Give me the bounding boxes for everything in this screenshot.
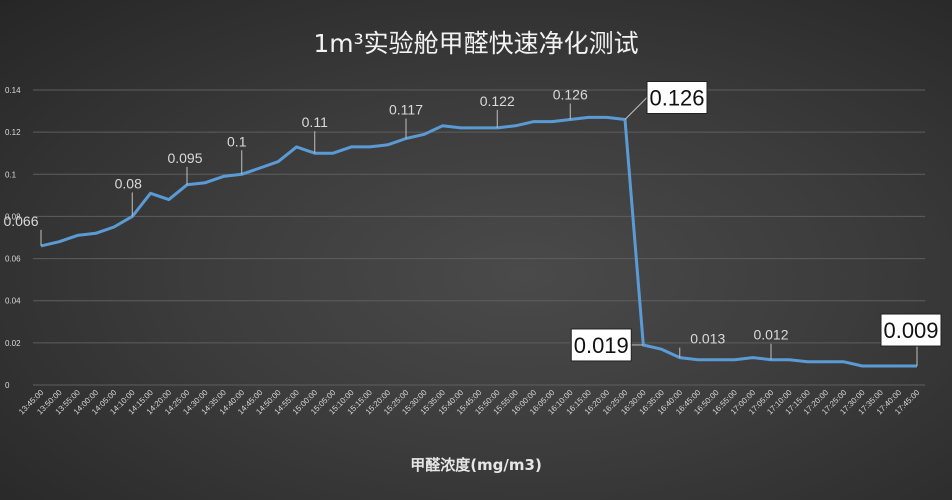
data-label: 0.012 xyxy=(753,327,788,343)
x-axis-title: 甲醛浓度(mg/m3) xyxy=(410,456,542,474)
data-label: 0.009 xyxy=(883,318,938,343)
data-label-box xyxy=(570,328,632,362)
data-label: 0.095 xyxy=(167,150,202,166)
data-label: 0.1 xyxy=(227,133,247,149)
y-tick-label: 0.06 xyxy=(5,255,21,264)
data-label: 0.126 xyxy=(553,87,588,103)
data-label: 0.11 xyxy=(302,114,328,130)
data-label-box xyxy=(646,81,708,114)
data-label: 0.126 xyxy=(649,86,704,111)
data-label-box xyxy=(880,313,942,347)
y-tick-label: 0.12 xyxy=(5,128,21,137)
data-label: 0.122 xyxy=(480,93,515,109)
data-label: 0.066 xyxy=(3,213,38,229)
y-tick-label: 0.02 xyxy=(5,339,21,348)
y-tick-label: 0.08 xyxy=(5,212,21,221)
leader-line xyxy=(624,97,648,120)
data-label: 0.08 xyxy=(115,175,142,191)
chart-title: 1m³实验舱甲醛快速净化测试 xyxy=(313,29,639,58)
y-tick-label: 0 xyxy=(5,381,10,390)
y-tick-label: 0.14 xyxy=(5,86,21,95)
data-label: 0.019 xyxy=(574,333,629,358)
data-label: 0.117 xyxy=(389,101,423,117)
y-tick-label: 0.04 xyxy=(5,297,21,306)
data-label: 0.013 xyxy=(690,331,725,347)
y-tick-label: 0.1 xyxy=(5,170,17,179)
